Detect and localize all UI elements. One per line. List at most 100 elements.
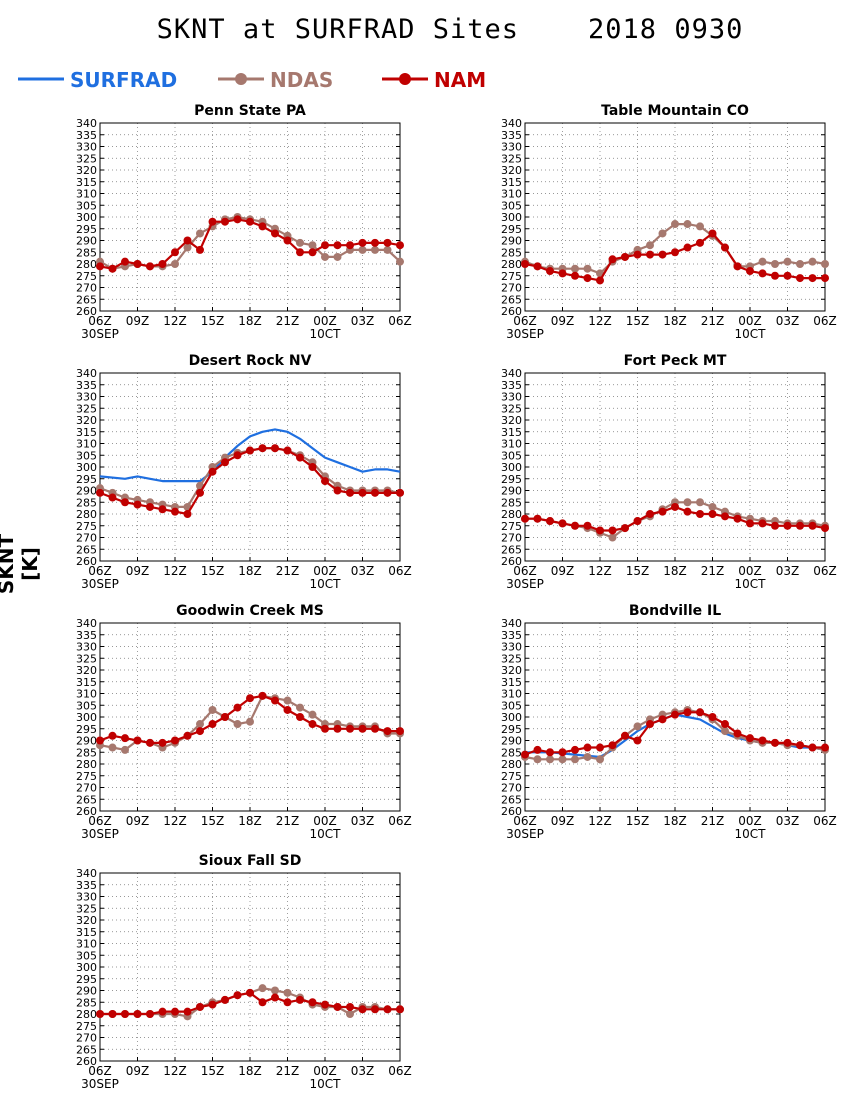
- y-tick-label: 290: [76, 485, 97, 498]
- data-point-nam: [721, 512, 729, 521]
- x-tick-label: 12Z: [163, 1064, 187, 1078]
- x-tick-label: 09Z: [551, 814, 575, 828]
- data-point-nam: [621, 252, 629, 261]
- data-point-nam: [96, 262, 104, 271]
- y-tick-label: 305: [76, 949, 97, 962]
- x-tick-label: 00Z: [738, 814, 762, 828]
- x-tick-label: 15Z: [201, 814, 225, 828]
- y-tick-label: 305: [501, 199, 522, 212]
- data-point-nam: [658, 250, 667, 259]
- y-tick-label: 265: [501, 793, 522, 806]
- date-label: 30SEP: [506, 827, 544, 841]
- data-point-nam: [808, 521, 817, 530]
- data-point-nam: [771, 738, 779, 747]
- y-tick-label: 285: [501, 246, 522, 259]
- y-tick-label: 315: [76, 426, 97, 439]
- y-tick-label: 285: [501, 746, 522, 759]
- y-tick-label: 320: [76, 664, 97, 677]
- data-point-nam: [533, 745, 542, 754]
- y-tick-label: 270: [501, 532, 522, 545]
- data-point-nam: [521, 514, 529, 523]
- data-point-nam: [696, 510, 704, 518]
- data-point-nam: [708, 510, 717, 518]
- data-point-nam: [796, 274, 804, 283]
- data-point-nam: [771, 521, 779, 530]
- x-tick-label: 06Z: [813, 314, 837, 328]
- data-point-ndas: [633, 722, 642, 731]
- data-point-nam: [108, 731, 117, 740]
- x-tick-label: 21Z: [701, 564, 725, 578]
- y-tick-label: 330: [76, 141, 97, 154]
- y-tick-label: 325: [501, 152, 522, 165]
- y-tick-label: 275: [76, 770, 97, 783]
- data-point-nam: [233, 703, 242, 712]
- data-point-ndas: [546, 755, 554, 764]
- y-tick-label: 325: [76, 152, 97, 165]
- x-tick-label: 03Z: [351, 564, 375, 578]
- data-point-nam: [371, 724, 379, 733]
- data-point-nam: [308, 998, 317, 1007]
- data-point-ndas: [808, 257, 817, 266]
- y-tick-label: 270: [76, 782, 97, 795]
- date-label: 30SEP: [506, 577, 544, 591]
- x-tick-label: 00Z: [738, 564, 762, 578]
- data-point-nam: [633, 736, 642, 745]
- y-tick-label: 320: [501, 164, 522, 177]
- y-tick-label: 330: [76, 891, 97, 904]
- y-tick-label: 325: [501, 402, 522, 415]
- data-point-ndas: [196, 229, 204, 238]
- date-label: 10CT: [735, 577, 767, 591]
- data-point-nam: [771, 271, 779, 280]
- legend-line-nam-icon: [382, 73, 428, 85]
- data-point-ndas: [708, 502, 717, 511]
- data-point-ndas: [246, 717, 254, 726]
- x-tick-label: 18Z: [238, 814, 262, 828]
- data-point-nam: [808, 743, 817, 752]
- y-tick-label: 300: [76, 711, 97, 724]
- date-label: 10CT: [735, 327, 767, 341]
- data-point-ndas: [796, 260, 804, 268]
- y-tick-label: 265: [76, 1043, 97, 1056]
- y-tick-label: 285: [76, 246, 97, 259]
- x-tick-label: 21Z: [276, 564, 300, 578]
- x-tick-label: 18Z: [663, 564, 687, 578]
- y-tick-label: 280: [76, 1008, 97, 1021]
- data-point-nam: [321, 477, 329, 486]
- data-point-nam: [396, 727, 404, 736]
- data-point-nam: [258, 691, 267, 700]
- data-point-nam: [533, 514, 542, 523]
- data-point-nam: [196, 1002, 204, 1011]
- y-tick-label: 300: [501, 211, 522, 224]
- data-point-ndas: [646, 241, 654, 250]
- y-tick-label: 335: [501, 129, 522, 142]
- y-tick-label: 310: [76, 938, 97, 951]
- y-tick-label: 280: [76, 258, 97, 271]
- y-tick-label: 315: [76, 676, 97, 689]
- x-tick-label: 06Z: [388, 1064, 412, 1078]
- data-point-ndas: [721, 727, 729, 736]
- x-tick-label: 06Z: [88, 564, 112, 578]
- data-point-nam: [108, 1010, 117, 1018]
- data-point-nam: [733, 729, 742, 738]
- data-point-ndas: [358, 245, 367, 254]
- x-tick-label: 12Z: [163, 564, 187, 578]
- y-tick-label: 315: [501, 676, 522, 689]
- y-tick-label: 330: [76, 391, 97, 404]
- data-point-nam: [558, 519, 567, 528]
- y-tick-label: 295: [76, 723, 97, 736]
- data-point-nam: [696, 238, 704, 247]
- y-tick-label: 305: [76, 199, 97, 212]
- data-point-nam: [721, 720, 729, 729]
- y-tick-label: 275: [76, 1020, 97, 1033]
- panel-title: Sioux Fall SD: [199, 853, 302, 869]
- y-tick-label: 310: [76, 438, 97, 451]
- y-tick-label: 290: [501, 485, 522, 498]
- data-point-ndas: [396, 257, 404, 266]
- y-tick-label: 335: [76, 879, 97, 892]
- data-point-ndas: [233, 720, 242, 729]
- data-point-nam: [733, 262, 742, 271]
- legend-label-ndas: NDAS: [270, 68, 334, 92]
- data-point-ndas: [296, 238, 304, 247]
- data-point-nam: [346, 241, 354, 250]
